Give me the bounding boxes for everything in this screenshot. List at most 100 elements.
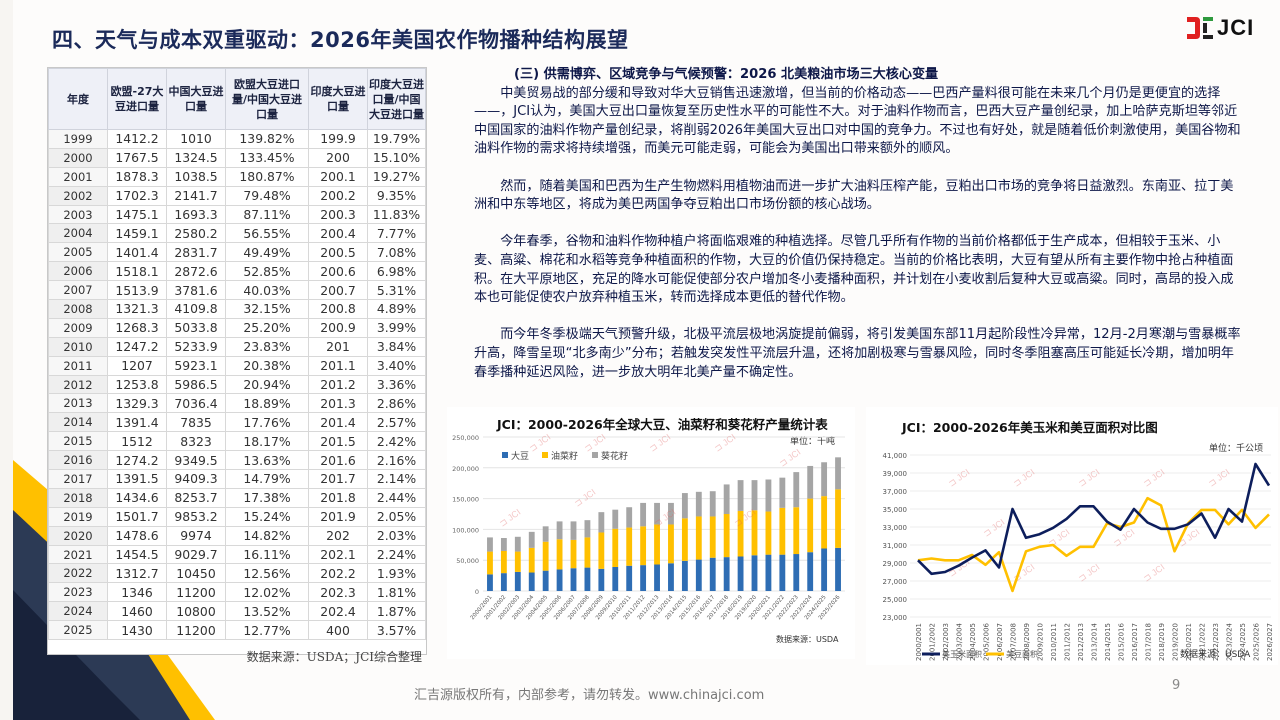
table-row: 2021 1454.5 9029.7 16.11% 202.1 2.24%	[48, 544, 426, 565]
x-tick-label: 2022/2023	[1212, 623, 1220, 661]
bar-segment	[821, 462, 828, 497]
bar-segment	[793, 554, 800, 591]
cell-eu-import: 1346	[107, 582, 167, 603]
bar-segment	[514, 571, 521, 591]
bar-segment	[695, 491, 702, 517]
cell-china-import: 9853.2	[166, 506, 226, 527]
y-tick-label: 37,000	[883, 488, 908, 496]
watermark-text: ⊐ JCI	[582, 432, 607, 454]
cell-india-china-ratio: 3.99%	[367, 317, 426, 338]
cell-india-import: 199.9	[308, 129, 368, 149]
table-row: 2017 1391.5 9409.3 14.79% 201.7 2.14%	[48, 469, 426, 489]
x-tick-label: 2010/2011	[1050, 623, 1058, 661]
watermark-logo: ⊐ JCI	[497, 507, 522, 529]
cell-eu-import: 1253.8	[107, 374, 167, 395]
table-row: 2023 1346 11200 12.02% 202.3 1.81%	[48, 582, 426, 603]
cell-year: 2004	[48, 223, 108, 244]
cell-eu-china-ratio: 17.76%	[225, 412, 309, 433]
bar-segment	[821, 496, 828, 549]
y-tick-label: 35,000	[883, 506, 908, 514]
table-row: 2025 1430 11200 12.77% 400 3.57%	[48, 620, 426, 641]
cell-eu-import: 1274.2	[107, 450, 167, 471]
cell-india-import: 200.3	[308, 204, 368, 225]
x-tick-label: 2008/2009	[1023, 623, 1031, 661]
bar-segment	[598, 512, 605, 533]
bar-segment	[668, 502, 674, 525]
bar-segment	[807, 498, 814, 553]
watermark-text: ⊐ JCI	[497, 507, 522, 529]
cell-china-import: 7835	[166, 412, 226, 433]
bar-segment	[695, 516, 702, 560]
cell-eu-china-ratio: 87.11%	[225, 204, 309, 225]
table-header-row: 年度 欧盟-27大豆进口量 中国大豆进口量 欧盟大豆进口量/中国大豆进口量 印度…	[48, 68, 426, 130]
chart-source: 数据来源：USDA	[1180, 648, 1251, 660]
table-source-note: 数据来源：USDA；JCI综合整理	[246, 650, 422, 665]
watermark-text: ⊐ JCI	[1011, 467, 1036, 489]
cell-india-import: 201.3	[308, 393, 368, 414]
cell-india-china-ratio: 7.08%	[367, 242, 426, 263]
bar-segment	[626, 565, 633, 591]
bar-segment	[570, 521, 577, 540]
legend-swatch	[502, 452, 508, 458]
cell-china-import: 1010	[166, 129, 226, 149]
watermark-text: ⊐ JCI	[981, 517, 1006, 539]
y-tick-label: 0	[475, 588, 479, 596]
table-row: 2010 1247.2 5233.9 23.83% 201 3.84%	[48, 336, 426, 357]
cell-eu-china-ratio: 180.87%	[225, 166, 309, 187]
chart-unit: 单位：千吨	[790, 435, 835, 447]
x-tick-label: 2017/2018	[1145, 623, 1153, 661]
cell-india-china-ratio: 2.57%	[367, 412, 426, 433]
article-text: (三) 供需博弈、区域竞争与气候预警：2026 北美粮油市场三大核心变量 中美贸…	[474, 66, 1244, 382]
cell-india-import: 200.4	[308, 223, 368, 244]
cell-eu-import: 1501.7	[107, 506, 167, 527]
watermark-logo: ⊐ JCI	[582, 432, 607, 454]
cell-eu-china-ratio: 14.82%	[225, 525, 309, 546]
table-body: 1999 1412.2 1010 139.82% 199.9 19.79% 2000 1767…	[48, 129, 426, 641]
legend-label: 油菜籽	[551, 450, 578, 462]
cell-india-china-ratio: 2.03%	[367, 525, 426, 546]
cell-china-import: 1038.5	[166, 166, 226, 187]
bar-segment	[500, 550, 507, 574]
bar-segment	[542, 541, 549, 571]
y-tick-label: 50,000	[456, 557, 479, 565]
cell-year: 2015	[48, 431, 108, 452]
cell-eu-import: 1513.9	[107, 280, 167, 301]
bar-segment	[709, 491, 716, 517]
cell-eu-china-ratio: 20.38%	[225, 355, 309, 376]
cell-india-import: 201.8	[308, 487, 368, 508]
bar-segment	[681, 560, 688, 591]
corn-soy-area-chart: JCI：2000-2026年美玉米和美豆面积对比图 单位：千公顷 23,000 25,…	[866, 407, 1278, 665]
cell-china-import: 2831.7	[166, 242, 226, 263]
header-eu-china-ratio: 欧盟大豆进口量/中国大豆进口量	[225, 68, 309, 130]
cell-india-import: 201	[308, 336, 368, 357]
series-line	[917, 496, 1270, 593]
cell-eu-import: 1391.4	[107, 412, 167, 433]
cell-eu-import: 1475.1	[107, 204, 167, 225]
cell-china-import: 8253.7	[166, 487, 226, 508]
cell-eu-china-ratio: 40.03%	[225, 280, 309, 301]
cell-eu-china-ratio: 133.45%	[225, 147, 309, 168]
cell-eu-import: 1767.5	[107, 147, 167, 168]
legend-label: 美玉米面积	[942, 649, 982, 659]
logo-text: JCI	[1217, 15, 1255, 40]
cell-india-china-ratio: 3.40%	[367, 355, 426, 376]
article-paragraph-2: 然而，随着美国和巴西为生产生物燃料用植物油而进一步扩大油料压榨产能，豆粕出口市场…	[474, 178, 1234, 213]
bar-segment	[612, 509, 619, 529]
y-tick-label: 150,000	[452, 496, 479, 504]
cell-year: 2016	[48, 450, 108, 471]
bar-segment	[528, 531, 535, 548]
cell-eu-import: 1702.3	[107, 185, 167, 206]
cell-eu-china-ratio: 139.82%	[225, 129, 309, 149]
x-tick-label: 2021/2022	[1199, 623, 1207, 661]
bar-segment	[723, 484, 730, 514]
bar-segment	[779, 507, 786, 555]
table-row: 2006 1518.1 2872.6 52.85% 200.6 6.98%	[48, 261, 426, 282]
bar-segment	[570, 568, 577, 591]
bar-segment	[626, 507, 633, 528]
cell-china-import: 9349.5	[166, 450, 226, 471]
cell-eu-china-ratio: 20.94%	[225, 374, 309, 395]
bar-segment	[612, 528, 619, 567]
legend-label: 美豆面积	[1006, 649, 1038, 659]
x-tick-label: 2015/2016	[1118, 622, 1126, 661]
